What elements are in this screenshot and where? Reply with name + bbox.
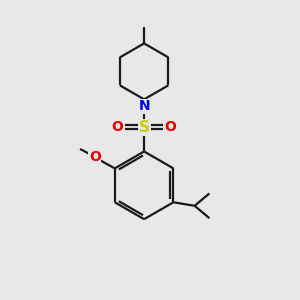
Text: S: S	[139, 120, 150, 135]
Text: N: N	[138, 99, 150, 113]
Text: O: O	[89, 150, 101, 164]
Text: O: O	[165, 120, 176, 134]
Text: O: O	[112, 120, 124, 134]
